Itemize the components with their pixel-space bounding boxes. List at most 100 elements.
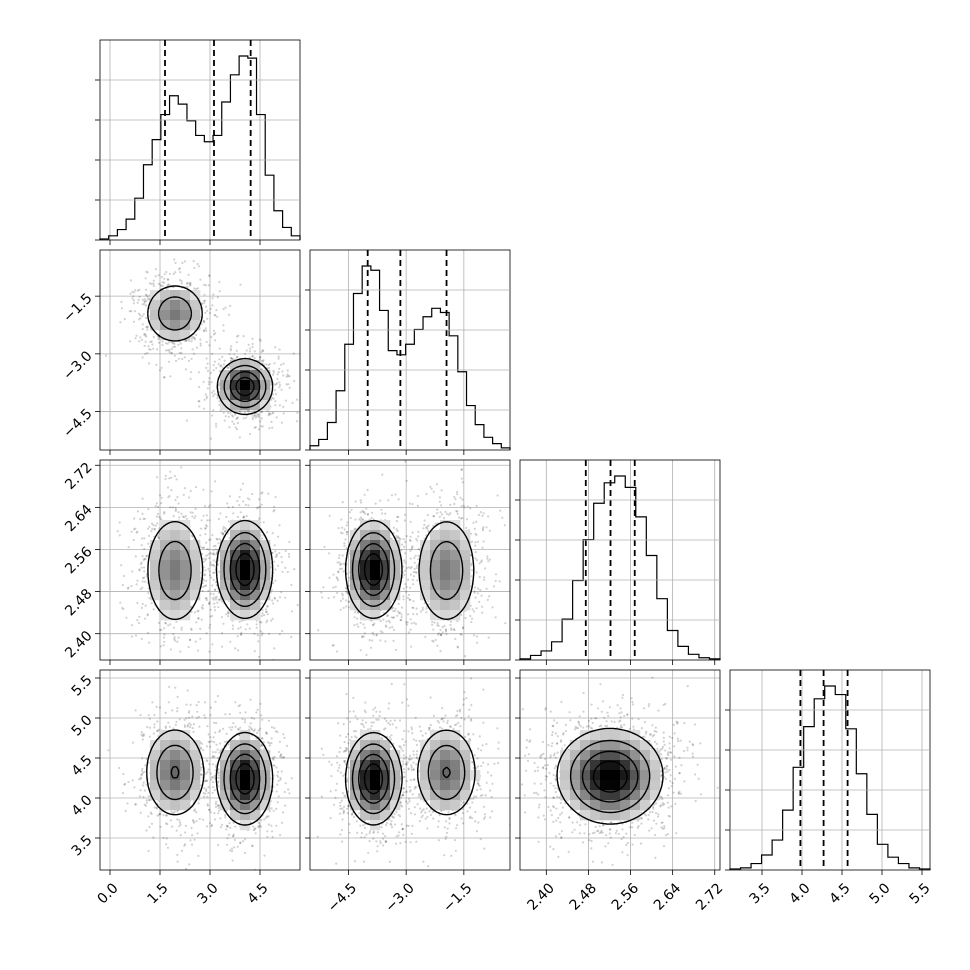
scatter-point [227,599,230,603]
scatter-point [422,527,425,530]
density-cell [440,550,451,561]
density-cell [160,540,171,551]
contour-1-0-1 [157,296,267,409]
scatter-point [295,420,299,423]
scatter-point [404,569,407,572]
scatter-point [272,602,275,605]
scatter-point [396,515,399,519]
density-cell [220,540,231,551]
scatter-point [271,551,274,554]
scatter-point [191,335,194,338]
scatter-point [227,520,230,523]
scatter-point [155,476,158,479]
scatter-point [193,517,196,520]
scatter-point [412,606,415,609]
scatter-point [223,359,226,362]
scatter-point [353,528,356,531]
scatter-point [407,566,411,569]
scatter-point [456,645,459,648]
scatter-point [275,553,278,556]
density-cell [420,540,431,551]
scatter-point [286,373,289,376]
density-cell [240,560,251,571]
scatter-point [409,598,412,602]
scatter-point [343,544,346,548]
scatter-point [269,591,272,594]
scatter-point [151,343,154,346]
scatter-point [216,776,219,779]
scatter-point [181,261,184,264]
density-cell [360,580,371,591]
scatter-point [286,369,289,372]
density-cell [180,590,191,601]
frame-2-0 [99,459,301,661]
scatter-point [409,573,412,576]
scatter-point [194,486,198,489]
scatter-point [163,510,166,514]
scatter-point [250,728,254,731]
scatter-point [253,414,256,417]
scatter-point [251,416,254,419]
scatter-point [147,542,150,545]
scatter-point [257,822,260,825]
scatter-point [386,614,390,617]
scatter-point [345,524,348,527]
scatter-point [476,641,479,644]
scatter-point [345,599,348,602]
scatter-point [116,530,119,533]
scatter-point [213,588,216,591]
scatter-point [224,306,227,309]
scatter-point [202,329,205,332]
scatter-point [229,357,232,360]
scatter-point [170,341,174,344]
scatter-point [217,785,220,788]
scatter-point [144,352,147,355]
scatter-point [248,350,251,353]
scatter-point [190,340,193,343]
scatter-point [177,502,180,505]
scatter-point [209,538,212,541]
scatter-point [156,512,159,516]
scatter-point [287,383,290,386]
scatter-point [276,599,279,602]
scatter-point [168,272,172,275]
scatter-point [130,624,133,627]
scatter-point [190,843,194,846]
scatter-point [409,586,412,589]
scatter-point [425,611,428,614]
scatter-point [339,531,343,534]
scatter-point [143,547,146,550]
scatter-point [209,552,213,555]
scatter-point [222,532,225,535]
scatter-point [425,607,428,610]
scatter-point [317,629,320,632]
scatter-point [139,314,142,317]
scatter-point [278,367,281,370]
scatter-point [460,468,463,471]
scatter-point [504,622,507,625]
scatter-point [260,503,263,506]
scatter-point [208,519,211,522]
scatter-point [163,627,166,630]
density-cell [430,530,441,541]
scatter-point [227,313,231,316]
scatter-point [406,621,409,624]
scatter-point [260,410,263,414]
scatter-point [120,300,123,303]
scatter-point [169,648,172,651]
scatter-point [180,512,183,515]
scatter-point [138,615,141,618]
scatter-point [270,619,273,622]
scatter-point [269,398,273,401]
scatter-point [200,766,203,770]
density-cell [180,550,191,561]
scatter-point [332,586,335,589]
scatter-point [437,624,440,627]
scatter-point [179,271,182,274]
scatter-point [456,620,459,623]
scatter-point [491,606,494,609]
scatter-point [410,547,413,550]
scatter-point [234,413,237,416]
scatter-point [475,635,479,638]
contours-2-1 [344,519,475,620]
